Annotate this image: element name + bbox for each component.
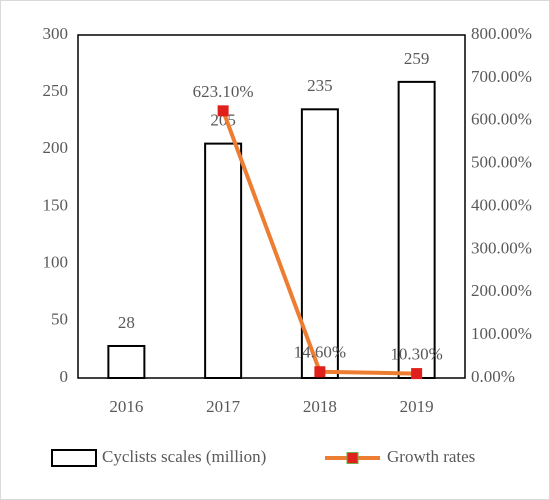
y2-tick-label: 700.00% [471,67,532,86]
data-label: 623.10% [193,82,254,101]
y-tick-label: 150 [43,195,69,214]
marker [217,105,229,117]
legend-label: Growth rates [387,447,475,466]
data-label: 235 [307,76,333,95]
y2-tick-label: 200.00% [471,281,532,300]
x-tick-label: 2017 [206,397,241,416]
y2-tick-label: 100.00% [471,324,532,343]
legend-label: Cyclists scales (million) [102,447,266,466]
data-label: 14.60% [294,343,346,362]
y-tick-label: 200 [43,138,69,157]
y2-tick-label: 600.00% [471,110,532,129]
y2-tick-label: 800.00% [471,24,532,43]
legend-marker [346,452,359,464]
y-tick-label: 0 [60,367,69,386]
marker [411,368,423,380]
plot-frame [77,34,466,379]
bar [397,80,436,379]
y2-tick-label: 300.00% [471,238,532,257]
y2-tick-label: 500.00% [471,153,532,172]
data-label: 259 [404,49,430,68]
data-label: 28 [118,313,135,332]
y-tick-label: 100 [43,253,69,272]
x-tick-label: 2019 [400,397,434,416]
y2-tick-label: 400.00% [471,195,532,214]
y2-tick-label: 0.00% [471,367,515,386]
legend-swatch [51,449,97,467]
bar [300,108,339,379]
bar [204,142,243,379]
y-tick-label: 300 [43,24,69,43]
y-tick-label: 250 [43,81,69,100]
marker [314,366,326,378]
data-label: 10.30% [390,344,442,363]
x-tick-label: 2016 [109,397,143,416]
y-tick-label: 50 [51,310,68,329]
x-tick-label: 2018 [303,397,337,416]
bar [107,344,146,379]
